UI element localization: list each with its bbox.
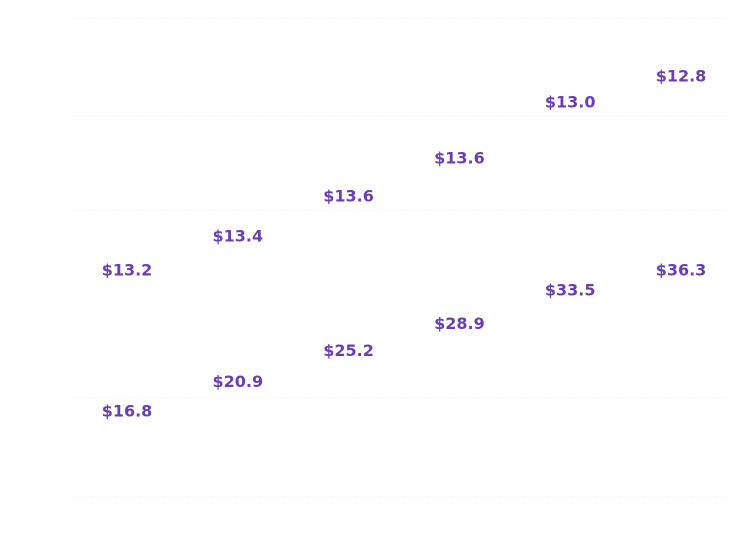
data-label: $25.2 [323, 341, 374, 360]
data-label-background [648, 64, 714, 88]
data-label: $13.2 [102, 261, 153, 280]
gridlines [72, 17, 728, 498]
data-label: $13.4 [212, 227, 263, 246]
data-label-background [426, 311, 493, 336]
data-label: $13.0 [545, 93, 596, 112]
data-label: $20.9 [212, 372, 263, 391]
data-label: $13.6 [434, 149, 485, 168]
data-label: $13.6 [323, 187, 374, 206]
data-label-background [537, 90, 604, 114]
data-label: $12.8 [656, 67, 707, 86]
data-label: $28.9 [434, 314, 485, 333]
data-label-background [204, 369, 271, 394]
data-label: $33.5 [545, 281, 596, 300]
data-label-background [315, 338, 382, 363]
data-label-background [648, 258, 714, 282]
data-label-background [426, 146, 493, 170]
data-label-background [204, 224, 271, 248]
data-label-background [94, 399, 160, 423]
data-label: $36.3 [656, 261, 707, 280]
data-label: $16.8 [102, 402, 153, 421]
data-label-background [537, 278, 604, 303]
data-label-background [315, 184, 382, 208]
data-labels: $13.2 $13.4 $13.6 $13.6 $13.0 $12.8 $16.8 $20.9… [94, 64, 714, 423]
data-label-background [94, 258, 160, 282]
